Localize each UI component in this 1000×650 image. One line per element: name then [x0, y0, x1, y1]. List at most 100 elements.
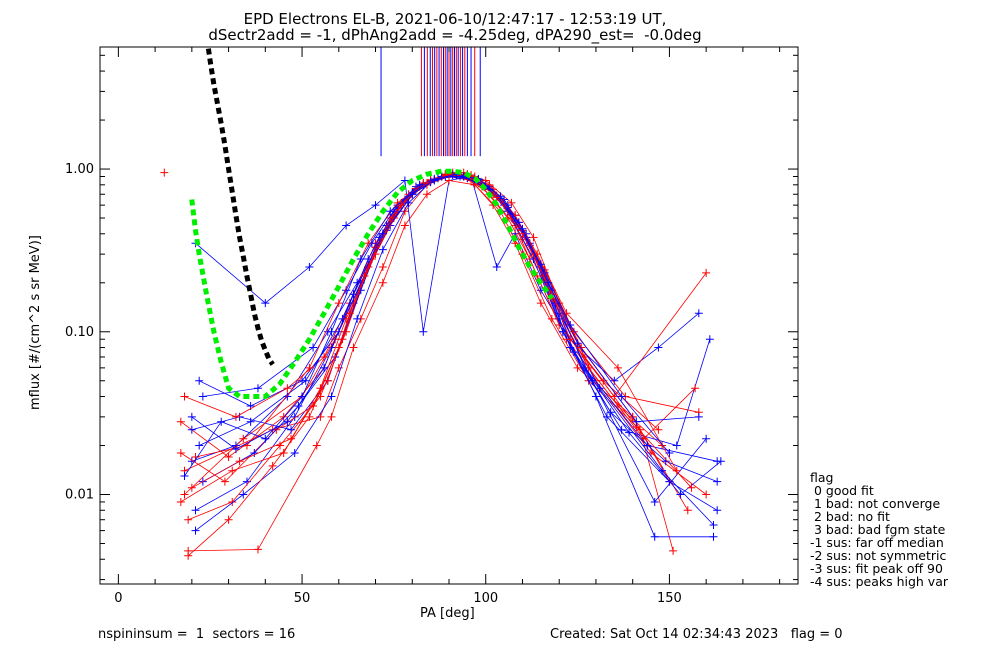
data-point	[312, 441, 321, 450]
data-point	[709, 532, 718, 541]
data-point	[309, 343, 318, 352]
data-point	[573, 339, 582, 348]
y-axis-label: mflux [#/(cm^2 s sr MeV)]	[28, 235, 43, 410]
data-point	[246, 417, 255, 426]
data-point	[702, 268, 711, 277]
data-point	[228, 466, 237, 475]
data-point	[400, 207, 409, 216]
data-point	[290, 448, 299, 457]
data-point	[356, 255, 365, 264]
axes: 0 50 100 150 0.01 0.10 1.00	[65, 47, 798, 606]
data-point	[187, 425, 196, 434]
x-tick-label: 100	[473, 591, 498, 606]
data-point	[261, 434, 270, 443]
data-point	[661, 457, 670, 466]
green-fit-curve	[189, 168, 554, 399]
chart-title-line2: dSectr2add = -1, dPhAng2add = -4.25deg, …	[208, 26, 702, 44]
data-point	[378, 278, 387, 287]
data-point	[268, 461, 277, 470]
y-tick-label: 0.01	[65, 488, 94, 503]
series-line	[184, 172, 696, 440]
data-point	[349, 290, 358, 299]
data-point	[529, 233, 538, 242]
series-line	[184, 172, 707, 495]
data-point	[650, 497, 659, 506]
data-point	[386, 207, 395, 216]
series-line	[202, 174, 714, 526]
data-point	[287, 425, 296, 434]
data-point	[320, 363, 329, 372]
data-point	[602, 412, 611, 421]
footer-right: Created: Sat Oct 14 02:34:43 2023 flag =…	[550, 627, 843, 642]
data-point	[279, 412, 288, 421]
data-point	[676, 490, 685, 499]
series-line	[199, 176, 711, 446]
data-point	[195, 441, 204, 450]
data-point	[334, 299, 343, 308]
data-point	[176, 497, 185, 506]
data-point	[160, 168, 169, 177]
data-point	[356, 286, 365, 295]
data-point	[408, 190, 417, 199]
data-point	[180, 490, 189, 499]
series-line	[191, 173, 718, 462]
y-tick-label: 0.10	[65, 325, 94, 340]
data-point	[573, 363, 582, 372]
series-blue	[191, 170, 711, 535]
data-point	[709, 520, 718, 529]
series-blue	[195, 172, 714, 450]
data-point	[191, 506, 200, 515]
data-point	[669, 546, 678, 555]
data-point	[415, 180, 424, 189]
data-point	[507, 198, 516, 207]
data-point	[650, 532, 659, 541]
data-point	[610, 376, 619, 385]
vertical-markers	[380, 47, 481, 157]
data-point	[654, 425, 663, 434]
data-point	[613, 363, 622, 372]
data-point	[687, 483, 696, 492]
series-red	[160, 168, 169, 177]
data-point	[224, 515, 233, 524]
data-point	[606, 408, 615, 417]
data-point	[518, 224, 527, 233]
data-point	[694, 412, 703, 421]
series-line	[180, 176, 659, 483]
x-tick-label: 50	[294, 591, 311, 606]
data-point	[187, 412, 196, 421]
data-point	[654, 343, 663, 352]
data-point	[176, 417, 185, 426]
data-point	[301, 376, 310, 385]
data-point	[220, 477, 229, 486]
legend-item: -4 sus: peaks high var	[810, 574, 949, 589]
data-point	[239, 434, 248, 443]
data-point	[713, 477, 722, 486]
data-point	[536, 299, 545, 308]
legend-heading: flag	[810, 470, 834, 485]
data-point	[595, 384, 604, 393]
data-point	[492, 263, 501, 272]
data-series	[160, 168, 725, 560]
legend-item: -1 sus: far off median	[810, 535, 944, 550]
legend-item: 0 good fit	[810, 483, 874, 498]
data-point	[327, 412, 336, 421]
chart-title-line1: EPD Electrons EL-B, 2021-06-10/12:47:17 …	[243, 10, 667, 28]
legend-item: -3 sus: fit peak off 90	[810, 561, 943, 576]
data-point	[558, 327, 567, 336]
data-point	[378, 263, 387, 272]
data-point	[632, 417, 641, 426]
legend-item: 2 bad: no fit	[810, 509, 890, 524]
data-point	[239, 490, 248, 499]
series-blue	[191, 172, 722, 515]
data-point	[217, 417, 226, 426]
data-point	[566, 335, 575, 344]
data-point	[305, 412, 314, 421]
series-line	[187, 173, 678, 557]
data-point	[617, 392, 626, 401]
data-point	[228, 497, 237, 506]
data-point	[276, 441, 285, 450]
series-red	[176, 172, 663, 486]
data-point	[665, 448, 674, 457]
data-point	[195, 376, 204, 385]
